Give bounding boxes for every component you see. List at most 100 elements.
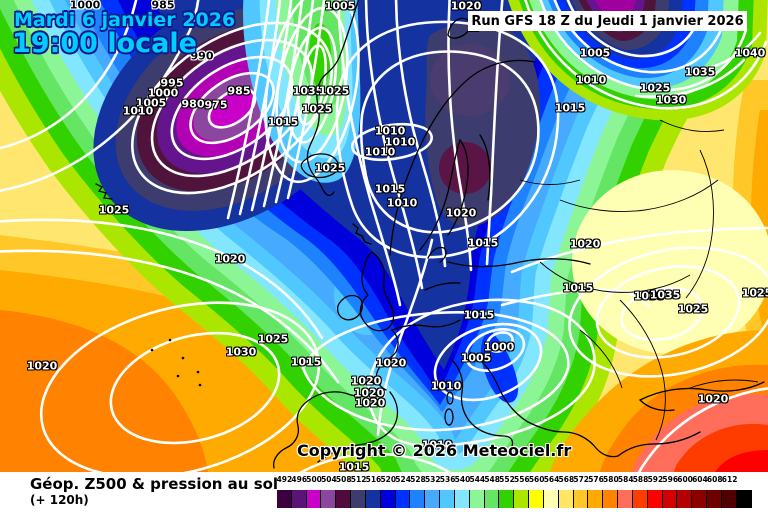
colorbar-value: 536 (439, 475, 456, 484)
colorbar-value: 592 (647, 475, 664, 484)
isobar-label: 1030 (633, 289, 665, 303)
colorbar-block (647, 490, 663, 508)
isobar-label: 1005 (460, 351, 492, 365)
weather-map-graphic (0, 0, 768, 472)
colorbar-block (291, 490, 307, 508)
isobar-label: 1025 (318, 84, 350, 98)
isobar-label: 1020 (214, 252, 246, 266)
colorbar-block (499, 490, 515, 508)
colorbar-value: 492 (276, 475, 293, 484)
colorbar-value: 568 (558, 475, 575, 484)
colorbar-block (662, 490, 678, 508)
islands-dots (150, 338, 202, 387)
colorbar-block (425, 490, 441, 508)
isobar-label: 1035 (292, 84, 324, 98)
colorbar-block (277, 490, 292, 508)
isobar-label: 1000 (69, 0, 101, 12)
colorbar-block (558, 490, 574, 508)
colorbar-block (351, 490, 366, 508)
coastlines (95, 0, 765, 469)
colorbar-block (588, 490, 604, 508)
colorbar-value: 520 (380, 475, 397, 484)
colorbar-block (306, 490, 322, 508)
isobar-label: 1010 (374, 124, 406, 138)
colorbar-value: 604 (692, 475, 708, 484)
colorbar-block (440, 490, 455, 508)
copyright-text: Copyright © 2026 Meteociel.fr (297, 441, 572, 460)
colorbar-value: 564 (543, 475, 560, 484)
map-time: 19:00 locale (12, 28, 197, 59)
isobar-label: 1015 (290, 355, 322, 369)
isobar-label: 975 (204, 98, 228, 112)
isobar-label: 1020 (353, 386, 385, 400)
legend-bar: Géop. Z500 & pression au sol (+ 120h) 49… (0, 472, 768, 512)
isobar-label: 1010 (421, 438, 453, 452)
isobar-label: 1020 (450, 0, 482, 13)
colorbar-labels: 492 496 500 504 508 512 516 520 524 528 532 536 540 5… (277, 476, 755, 485)
colorbar-value: 508 (335, 475, 352, 484)
isobar-label: 985 (151, 0, 175, 12)
colorbar-value: 596 (662, 475, 679, 484)
colorbar-block (380, 490, 396, 508)
colorbar-value: 556 (514, 475, 530, 484)
isobar-label: 1025 (301, 102, 333, 116)
isobar-label: 1020 (26, 359, 58, 373)
isobar-label: 1025 (257, 332, 289, 346)
colorbar-value: 544 (469, 475, 486, 484)
colorbar-value: 548 (484, 475, 500, 484)
colorbar-block (410, 490, 426, 508)
colorbar-value: 524 (395, 475, 411, 484)
map-date: Mardi 6 janvier 2026 (14, 9, 236, 31)
isobar-label: 1030 (225, 345, 257, 359)
colorbar-block (618, 490, 633, 508)
isobar-contours (0, 0, 768, 472)
isobar-label: 1025 (98, 203, 130, 217)
colorbar-block (543, 490, 559, 508)
colorbar-block (454, 490, 470, 508)
colorbar-value: 612 (721, 475, 738, 484)
colorbar-block (514, 490, 530, 508)
colorbar-value: 560 (528, 475, 545, 484)
isobar-label: 1020 (354, 396, 386, 410)
isobar-label: 1015 (554, 101, 586, 115)
map-area: 995 1000 1005 1010 980 975 985 1015 1035 1025 1025… (0, 0, 768, 472)
colorbar-value: 500 (306, 475, 322, 484)
colorbar-block (736, 490, 752, 508)
isobar-label: 1020 (350, 374, 382, 388)
colorbar: 492 496 500 504 508 512 516 520 524 528 532 536 540 5… (277, 476, 755, 508)
isobar-label: 1015 (338, 460, 370, 473)
colorbar-value: 540 (454, 475, 471, 484)
isobar-label: 1025 (677, 302, 709, 316)
isobar-label: 1015 (467, 236, 499, 250)
colorbar-block (321, 490, 337, 508)
isobar-label: 1035 (649, 288, 681, 302)
isobar-label: 1010 (575, 73, 607, 87)
isobar-label: 1000 (483, 340, 515, 354)
colorbar-value: 588 (632, 475, 649, 484)
colorbar-value: 496 (291, 475, 308, 484)
isobar-label: 1015 (374, 182, 406, 196)
isobar-label: 995 (160, 76, 184, 90)
isobar-label: 1025 (314, 161, 346, 175)
colorbar-block (692, 490, 708, 508)
isobar-label: 1020 (445, 206, 477, 220)
colorbar-value: 580 (603, 475, 619, 484)
isobar-label: 1040 (734, 46, 766, 60)
isobar-label: 1015 (562, 281, 594, 295)
isobar-label: 1015 (267, 115, 299, 129)
isobar-label: 1025 (639, 81, 671, 95)
colorbar-value: 528 (410, 475, 426, 484)
isobar-label: 1005 (135, 96, 167, 110)
colorbar-block (573, 490, 589, 508)
colorbar-value: 516 (365, 475, 382, 484)
isobar-label: 1000 (147, 86, 179, 100)
colorbar-value: 532 (424, 475, 441, 484)
isobar-label: 1010 (364, 145, 396, 159)
colorbar-block (707, 490, 722, 508)
colorbar-block (632, 490, 648, 508)
isobar-label: 1010 (386, 196, 418, 210)
colorbar-value: 576 (588, 475, 604, 484)
isobar-label: 1010 (122, 104, 154, 118)
isobar-label: 1005 (324, 0, 356, 13)
